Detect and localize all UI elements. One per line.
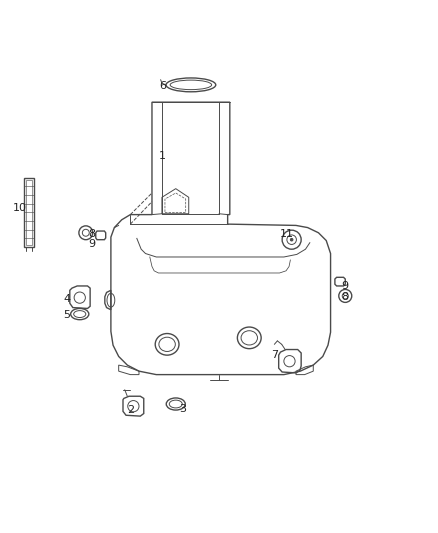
Text: 10: 10 xyxy=(13,203,27,213)
Text: 8: 8 xyxy=(88,229,95,239)
Text: 9: 9 xyxy=(341,281,348,291)
Text: 9: 9 xyxy=(88,239,95,248)
Text: 4: 4 xyxy=(63,294,71,304)
Text: 3: 3 xyxy=(179,404,186,414)
Circle shape xyxy=(290,238,293,241)
Text: 6: 6 xyxy=(159,80,166,91)
Text: 5: 5 xyxy=(63,310,70,320)
Text: 2: 2 xyxy=(127,405,134,415)
Text: 7: 7 xyxy=(271,350,278,360)
Text: 8: 8 xyxy=(341,292,348,302)
Text: 1: 1 xyxy=(159,151,166,161)
Text: 11: 11 xyxy=(280,229,294,239)
